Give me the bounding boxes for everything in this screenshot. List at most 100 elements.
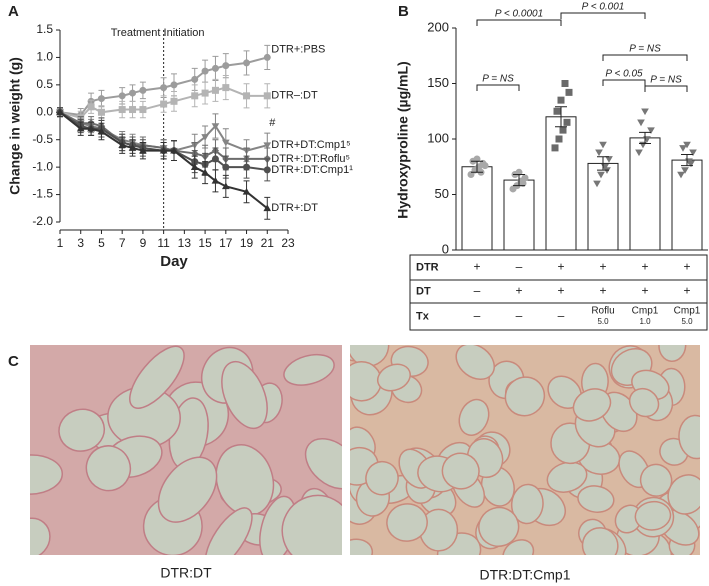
alveolus bbox=[365, 460, 399, 496]
y-tick-label: 200 bbox=[427, 19, 449, 34]
bar bbox=[629, 137, 661, 251]
error-bar bbox=[681, 154, 693, 167]
panel-label: A bbox=[8, 3, 19, 20]
marker bbox=[641, 108, 649, 116]
table-cell: 5.0 bbox=[681, 317, 693, 326]
marker bbox=[263, 53, 271, 61]
x-tick-label: 11 bbox=[157, 236, 170, 250]
table-cell: + bbox=[515, 284, 522, 298]
annotation: # bbox=[269, 117, 276, 129]
marker bbox=[605, 156, 613, 163]
marker bbox=[565, 88, 573, 96]
x-tick-label: 23 bbox=[281, 236, 295, 250]
table-cell: – bbox=[516, 260, 523, 274]
marker bbox=[263, 142, 272, 150]
table-cell: Cmp1 bbox=[632, 306, 659, 317]
marker bbox=[129, 89, 137, 97]
alveolus bbox=[304, 437, 342, 490]
alveolus bbox=[441, 452, 480, 490]
micrographs bbox=[30, 345, 700, 555]
significance-bracket bbox=[602, 54, 688, 61]
y-tick-label: 1.0 bbox=[36, 50, 53, 64]
table-cell: + bbox=[473, 260, 480, 274]
significance-label: P < 0.001 bbox=[582, 2, 625, 13]
y-tick-label: -2.0 bbox=[32, 214, 53, 228]
y-tick-label: 150 bbox=[427, 75, 449, 90]
legend-label: DTR+DT:Cmp1⁵ bbox=[271, 139, 350, 151]
alveolus bbox=[510, 483, 544, 525]
marker bbox=[139, 86, 147, 94]
table-cell: + bbox=[683, 284, 690, 298]
marker bbox=[263, 166, 271, 174]
y-axis-label: Hydroxyproline (µg/mL) bbox=[395, 61, 411, 218]
marker bbox=[263, 204, 272, 212]
table-cell: + bbox=[599, 284, 606, 298]
alveolus bbox=[504, 376, 546, 417]
marker bbox=[211, 155, 219, 163]
x-tick-label: 3 bbox=[77, 236, 84, 250]
alveolus bbox=[157, 456, 218, 523]
y-tick-label: -1.5 bbox=[32, 187, 53, 201]
marker bbox=[211, 64, 219, 72]
x-tick-label: 15 bbox=[198, 236, 212, 250]
alveolus bbox=[502, 539, 535, 555]
marker bbox=[647, 127, 655, 134]
marker bbox=[56, 108, 64, 116]
micrograph bbox=[350, 345, 700, 555]
alveolus bbox=[204, 507, 253, 555]
alveolus bbox=[614, 504, 643, 534]
significance-bracket bbox=[644, 85, 688, 92]
marker bbox=[170, 97, 178, 105]
marker bbox=[201, 168, 209, 176]
alveolus bbox=[129, 345, 185, 409]
marker bbox=[561, 80, 569, 87]
x-tick-label: 13 bbox=[178, 236, 192, 250]
marker bbox=[563, 118, 571, 126]
row-label: DTR bbox=[416, 261, 439, 273]
significance-bracket bbox=[602, 79, 646, 86]
marker bbox=[191, 92, 199, 100]
table-cell: + bbox=[557, 284, 564, 298]
significance-label: P = NS bbox=[482, 74, 514, 85]
marker bbox=[681, 167, 689, 174]
marker bbox=[118, 92, 126, 100]
marker bbox=[76, 124, 85, 132]
error-bar bbox=[639, 131, 651, 144]
x-tick-label: 1 bbox=[57, 236, 64, 250]
marker bbox=[97, 95, 105, 103]
marker bbox=[551, 144, 559, 152]
marker bbox=[160, 84, 168, 92]
marker bbox=[221, 139, 230, 147]
marker bbox=[677, 171, 685, 179]
x-tick-label: 5 bbox=[98, 236, 105, 250]
alveolus bbox=[577, 485, 615, 513]
marker bbox=[683, 141, 691, 149]
x-tick-label: 7 bbox=[119, 236, 126, 250]
marker bbox=[689, 149, 697, 157]
table-cell: Cmp1 bbox=[674, 306, 701, 317]
y-tick-label: 0.0 bbox=[36, 104, 53, 118]
error-bar bbox=[597, 156, 609, 171]
y-tick-label: -0.5 bbox=[32, 132, 53, 146]
y-tick-label: 100 bbox=[427, 130, 449, 145]
marker bbox=[559, 126, 567, 134]
alveolus bbox=[283, 353, 335, 386]
row-label: DT bbox=[416, 285, 431, 297]
marker bbox=[687, 160, 695, 168]
marker bbox=[87, 103, 95, 111]
alveolus bbox=[546, 461, 588, 493]
panel-label: B bbox=[398, 3, 409, 20]
table-border bbox=[409, 254, 708, 331]
y-tick-label: 0 bbox=[442, 241, 449, 256]
marker bbox=[222, 84, 230, 92]
alveolus bbox=[572, 388, 612, 422]
bar bbox=[587, 162, 619, 251]
table-cell: + bbox=[557, 260, 564, 274]
marker bbox=[243, 92, 251, 100]
marker bbox=[597, 171, 605, 179]
marker bbox=[635, 149, 643, 157]
table-cell: 1.0 bbox=[639, 317, 651, 326]
x-tick-label: 9 bbox=[140, 236, 147, 250]
marker bbox=[170, 81, 178, 89]
